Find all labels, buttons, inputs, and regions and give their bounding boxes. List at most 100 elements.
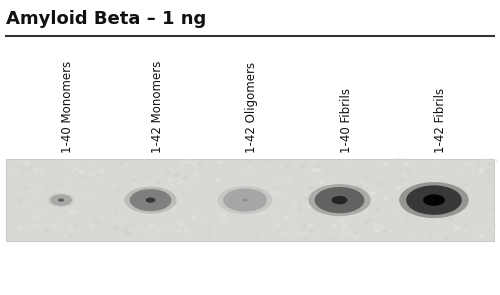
Bar — [162, 212, 166, 214]
Bar — [66, 184, 70, 186]
Bar — [165, 171, 169, 173]
Bar — [316, 164, 320, 166]
Bar — [18, 185, 21, 187]
Bar — [464, 223, 468, 225]
Bar — [78, 174, 82, 177]
Bar — [371, 191, 375, 194]
Bar — [319, 180, 322, 182]
Ellipse shape — [308, 184, 370, 216]
Bar — [64, 235, 68, 237]
Bar — [258, 204, 262, 206]
Ellipse shape — [146, 197, 156, 203]
Bar — [363, 176, 367, 179]
Bar — [184, 228, 188, 230]
Bar — [392, 198, 396, 200]
Bar — [446, 187, 450, 190]
Bar — [444, 236, 448, 239]
Bar — [339, 220, 343, 222]
Bar — [87, 217, 91, 220]
Bar — [479, 171, 483, 173]
Bar — [316, 202, 320, 204]
Bar — [342, 224, 345, 227]
Bar — [422, 214, 426, 216]
Bar — [222, 214, 226, 216]
Bar — [221, 218, 225, 220]
Bar — [192, 215, 196, 217]
Ellipse shape — [50, 194, 72, 206]
Bar — [448, 230, 452, 232]
Bar — [438, 189, 442, 191]
Bar — [347, 210, 351, 213]
Bar — [112, 235, 116, 237]
Bar — [238, 204, 242, 207]
Bar — [218, 161, 222, 163]
Bar — [405, 219, 409, 222]
Bar — [68, 234, 71, 236]
Bar — [348, 164, 352, 167]
Bar — [183, 177, 187, 180]
Bar — [396, 158, 400, 161]
Bar — [452, 197, 456, 199]
Bar — [304, 224, 308, 226]
Bar — [34, 215, 37, 217]
Bar — [89, 173, 93, 175]
Bar — [68, 228, 72, 230]
Bar — [50, 196, 54, 198]
Bar — [260, 191, 264, 193]
Bar — [199, 216, 203, 218]
Bar — [346, 194, 350, 197]
Bar — [306, 204, 310, 206]
Ellipse shape — [223, 189, 267, 212]
Bar — [112, 208, 116, 210]
Bar — [34, 224, 38, 227]
Bar — [93, 215, 97, 218]
Bar — [292, 210, 296, 212]
Bar — [172, 206, 176, 208]
Bar — [23, 168, 27, 171]
Bar — [256, 189, 260, 191]
Bar — [465, 162, 469, 164]
Bar — [28, 201, 32, 203]
Bar — [180, 180, 184, 182]
Bar — [334, 221, 338, 223]
Bar — [286, 230, 290, 232]
Bar — [270, 213, 274, 215]
Bar — [377, 182, 381, 185]
Bar — [132, 205, 136, 207]
Bar — [122, 228, 126, 230]
Bar — [58, 199, 62, 201]
Bar — [176, 172, 180, 175]
Bar — [150, 191, 154, 194]
Bar — [130, 202, 134, 204]
Bar — [427, 173, 431, 176]
Bar — [150, 191, 154, 193]
Bar — [382, 204, 386, 206]
Bar — [284, 232, 288, 234]
Bar — [95, 203, 99, 205]
Ellipse shape — [399, 182, 469, 218]
Bar — [494, 159, 498, 161]
Bar — [393, 175, 397, 177]
Bar — [433, 190, 437, 192]
Bar — [241, 185, 245, 187]
Bar — [182, 214, 186, 217]
Bar — [489, 226, 493, 229]
Bar — [376, 229, 379, 231]
Bar — [312, 205, 316, 207]
Bar — [314, 191, 318, 194]
Bar — [149, 224, 153, 226]
Bar — [408, 162, 412, 165]
Bar — [128, 228, 132, 230]
Bar — [129, 160, 133, 163]
Bar — [374, 225, 378, 227]
Bar — [369, 192, 373, 194]
Bar — [292, 206, 296, 208]
Bar — [274, 163, 278, 165]
Bar — [356, 185, 360, 188]
Bar — [396, 185, 400, 188]
Bar — [34, 168, 38, 171]
Bar — [314, 168, 318, 171]
Bar — [382, 163, 386, 165]
Bar — [98, 186, 102, 188]
Bar — [367, 201, 371, 204]
